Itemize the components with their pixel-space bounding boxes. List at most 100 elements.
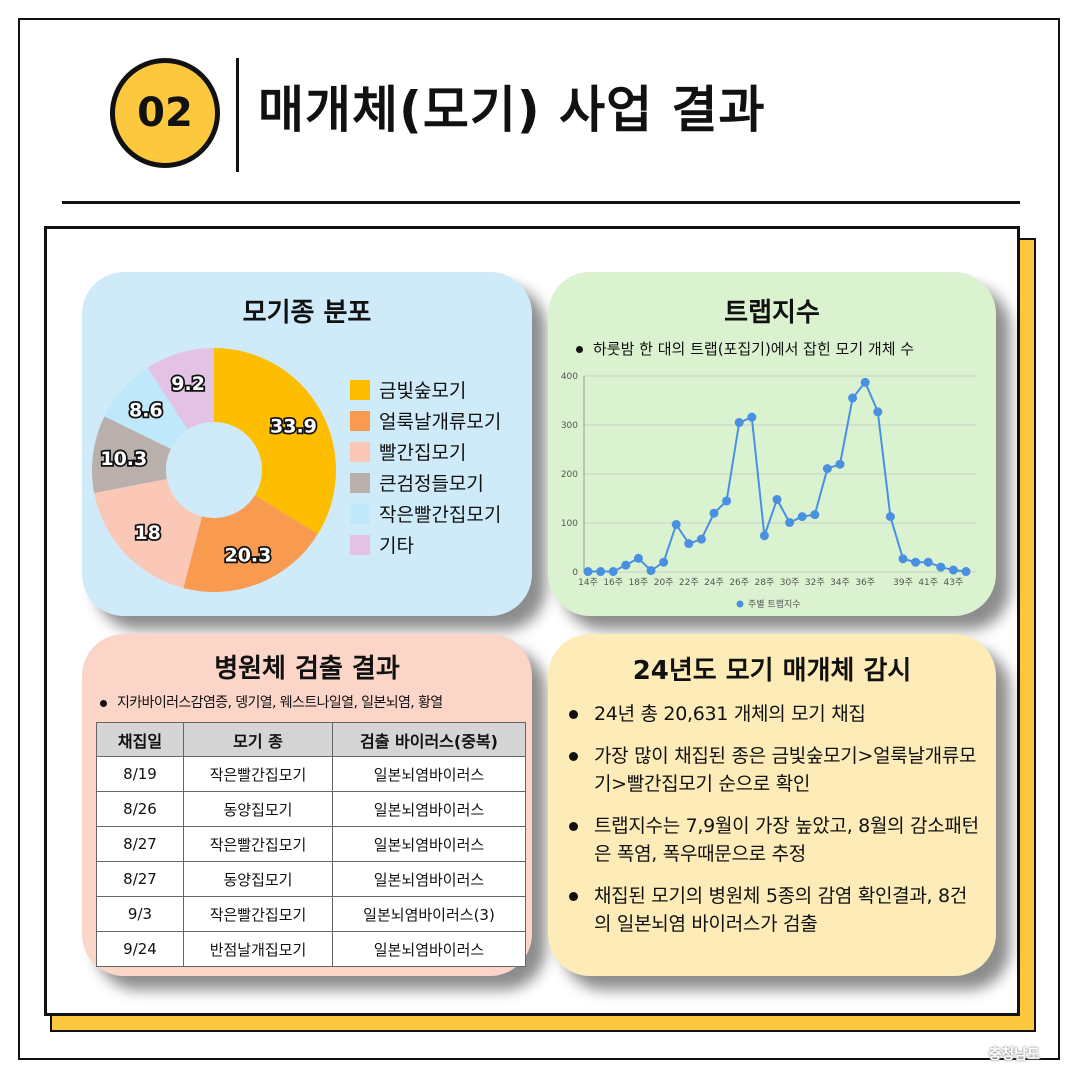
x-tick-label: 24주 (704, 577, 724, 588)
pie-slice (147, 348, 214, 430)
x-tick-label: 43주 (944, 577, 964, 588)
cell-date: 8/27 (96, 826, 184, 862)
pathogen-detection-card: 병원체 검출 결과 지카바이러스감염증, 뎅기열, 웨스트나일열, 일본뇌염, … (82, 634, 532, 976)
data-point (885, 512, 895, 522)
outer-frame (18, 18, 1060, 1060)
cell-virus: 일본뇌염바이러스 (332, 861, 526, 897)
cell-date: 9/3 (96, 896, 184, 932)
data-point (734, 418, 744, 428)
cell-date: 8/26 (96, 791, 184, 827)
cell-virus: 일본뇌염바이러스 (332, 826, 526, 862)
bullet-dot (100, 699, 107, 707)
cell-date: 8/27 (96, 861, 184, 897)
data-point (659, 557, 669, 567)
pathogen-note: 지카바이러스감염증, 뎅기열, 웨스트나일열, 일본뇌염, 황열 (100, 692, 443, 712)
trap-index-card: 트랩지수 하룻밤 한 대의 트랩(포집기)에서 잡힌 모기 개체 수 0 100 2… (548, 272, 996, 616)
pie-slice-label: 20.3 (224, 544, 271, 566)
data-point (709, 508, 719, 518)
header-rule (62, 201, 1020, 204)
col-header-virus: 검출 바이러스(중복) (332, 722, 526, 757)
y-tick-label: 200 (561, 470, 578, 480)
legend-swatch (350, 441, 370, 462)
table-row: 8/27 동양집모기 일본뇌염바이러스 (96, 861, 526, 897)
data-point (948, 565, 958, 575)
legend-label: 기타 (379, 535, 414, 557)
data-point (583, 567, 593, 577)
x-tick-label: 36주 (855, 577, 875, 588)
trap-card-title: 트랩지수 (724, 298, 820, 328)
legend-marker (736, 600, 744, 608)
series-line (588, 380, 967, 573)
x-tick-label: 41주 (918, 577, 938, 588)
pathogen-card-title: 병원체 검출 결과 (214, 654, 400, 684)
trap-note-text: 하룻밤 한 대의 트랩(포집기)에서 잡힌 모기 개체 수 (593, 340, 915, 358)
legend-label: 주별 트랩지수 (748, 598, 801, 610)
summary-card: 24년도 모기 매개체 감시 24년 총 20,631 개체의 모기 채집 가장… (548, 634, 996, 976)
watermark-logo: 충청남도 (988, 1047, 1040, 1063)
legend-swatch (350, 472, 370, 493)
detection-table: 채집일 모기 종 검출 바이러스(중복) 8/19 작은빨간집모기 일본뇌염바이러스… (96, 722, 526, 967)
table-row: 8/19 작은빨간집모기 일본뇌염바이러스 (96, 756, 526, 792)
cell-species: 동양집모기 (183, 791, 333, 827)
y-tick-label: 400 (561, 372, 578, 382)
cell-date: 8/19 (96, 756, 184, 792)
x-tick-label: 18주 (629, 577, 649, 588)
cell-species: 작은빨간집모기 (183, 826, 333, 862)
data-point (671, 519, 681, 529)
trap-note: 하룻밤 한 대의 트랩(포집기)에서 잡힌 모기 개체 수 (576, 338, 914, 359)
species-pie-chart: 33.9 20.3 18 10.3 8.6 9.2 (92, 348, 336, 592)
data-point (696, 534, 706, 544)
table-row: 9/24 반점날개집모기 일본뇌염바이러스 (96, 931, 526, 967)
cell-virus: 일본뇌염바이러스 (332, 931, 526, 967)
pie-slice-label: 10.3 (100, 448, 147, 470)
pie-slice (104, 367, 188, 449)
pie-slice (214, 348, 336, 535)
pie-slice-label: 9.2 (171, 373, 205, 395)
x-tick-label: 34주 (830, 577, 850, 588)
data-point (961, 567, 971, 577)
data-point (873, 407, 883, 417)
table-row: 9/3 작은빨간집모기 일본뇌염바이러스(3) (96, 896, 526, 932)
x-tick-label: 14주 (578, 577, 598, 588)
data-point (822, 464, 832, 474)
summary-card-title: 24년도 모기 매개체 감시 (632, 656, 912, 686)
pie-slice (92, 416, 171, 493)
legend-label: 빨간집모기 (379, 442, 467, 464)
legend-swatch (350, 410, 370, 431)
col-header-date: 채집일 (96, 722, 184, 757)
summary-bullets: 24년 총 20,631 개체의 모기 채집 가장 많이 채집된 종은 금빛숲모… (564, 700, 980, 952)
y-tick-label: 0 (572, 568, 578, 578)
data-point (684, 539, 694, 549)
cell-virus: 일본뇌염바이러스(3) (332, 896, 526, 932)
data-point (646, 566, 656, 576)
cell-species: 작은빨간집모기 (183, 756, 333, 792)
pathogen-note-text: 지카바이러스감염증, 뎅기열, 웨스트나일열, 일본뇌염, 황열 (117, 695, 443, 711)
legend-label: 금빛숲모기 (379, 380, 467, 402)
species-distribution-card: 모기종 분포 33.9 20.3 18 10.3 8.6 9.2 금빛숲모기 얼룩날개류모기… (82, 272, 532, 616)
data-point (936, 562, 946, 572)
legend-swatch (350, 379, 370, 400)
legend-item: 큰검정들모기 (350, 469, 484, 496)
pie-slice-label: 18 (134, 522, 160, 544)
legend-item: 기타 (350, 531, 414, 558)
pie-slice (183, 495, 318, 592)
x-tick-label: 22주 (679, 577, 699, 588)
data-point (797, 512, 807, 522)
x-tick-label: 16주 (603, 577, 623, 588)
legend-label: 큰검정들모기 (379, 473, 484, 495)
section-number-badge: 02 (110, 58, 220, 168)
data-point (835, 459, 845, 469)
pie-slice (94, 479, 202, 589)
x-tick-label: 26주 (729, 577, 749, 588)
data-point (848, 393, 858, 403)
y-tick-label: 300 (561, 421, 578, 431)
summary-bullet: 24년 총 20,631 개체의 모기 채집 (564, 700, 980, 728)
data-point (621, 560, 631, 570)
legend-item: 금빛숲모기 (350, 376, 466, 403)
summary-bullet: 채집된 모기의 병원체 5종의 감염 확인결과, 8건의 일본뇌염 바이러스가 … (564, 882, 980, 938)
pie-slice-label: 8.6 (129, 400, 163, 422)
x-tick-label: 20주 (654, 577, 674, 588)
x-tick-label: 30주 (780, 577, 800, 588)
data-point (608, 567, 618, 577)
data-point (596, 567, 606, 577)
